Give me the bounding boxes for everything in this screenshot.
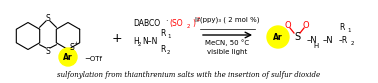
Text: (SO: (SO — [169, 19, 183, 27]
Text: 2: 2 — [187, 23, 191, 28]
Text: S: S — [294, 32, 300, 42]
Text: –N: –N — [323, 36, 334, 44]
Text: Ar: Ar — [63, 53, 73, 62]
Text: 2: 2 — [197, 17, 200, 21]
Text: visible light: visible light — [208, 49, 248, 55]
Text: MeCN, 50 °C: MeCN, 50 °C — [205, 40, 249, 46]
Text: O: O — [303, 21, 309, 29]
Text: Ar: Ar — [273, 33, 283, 42]
Text: DABCO: DABCO — [133, 19, 160, 27]
Text: 2: 2 — [351, 41, 355, 45]
Circle shape — [59, 48, 77, 66]
Text: R: R — [339, 22, 344, 32]
Text: 1: 1 — [347, 27, 350, 33]
Text: 1: 1 — [167, 34, 170, 39]
Text: +: + — [74, 41, 78, 45]
Text: O: O — [285, 21, 291, 29]
Text: +: + — [112, 32, 122, 44]
Text: 2: 2 — [167, 49, 170, 55]
Text: H: H — [133, 37, 139, 45]
Text: Ir(ppy)₃ ( 2 mol %): Ir(ppy)₃ ( 2 mol %) — [195, 17, 260, 23]
Text: 2: 2 — [138, 42, 141, 46]
Text: −OTf: −OTf — [84, 56, 102, 62]
Text: S: S — [46, 46, 50, 56]
Text: ·: · — [165, 18, 167, 26]
Text: S: S — [70, 42, 74, 51]
Text: –N: –N — [307, 36, 318, 44]
Text: N–N: N–N — [142, 37, 157, 45]
Text: sulfonylation from thianthrenium salts with the insertion of sulfur dioxide: sulfonylation from thianthrenium salts w… — [57, 71, 321, 79]
Text: –R: –R — [339, 36, 348, 44]
Text: R: R — [160, 44, 166, 54]
Text: ): ) — [192, 19, 195, 27]
Text: S: S — [46, 14, 50, 22]
Circle shape — [267, 26, 289, 48]
Text: H: H — [313, 43, 318, 49]
Text: R: R — [160, 28, 166, 38]
